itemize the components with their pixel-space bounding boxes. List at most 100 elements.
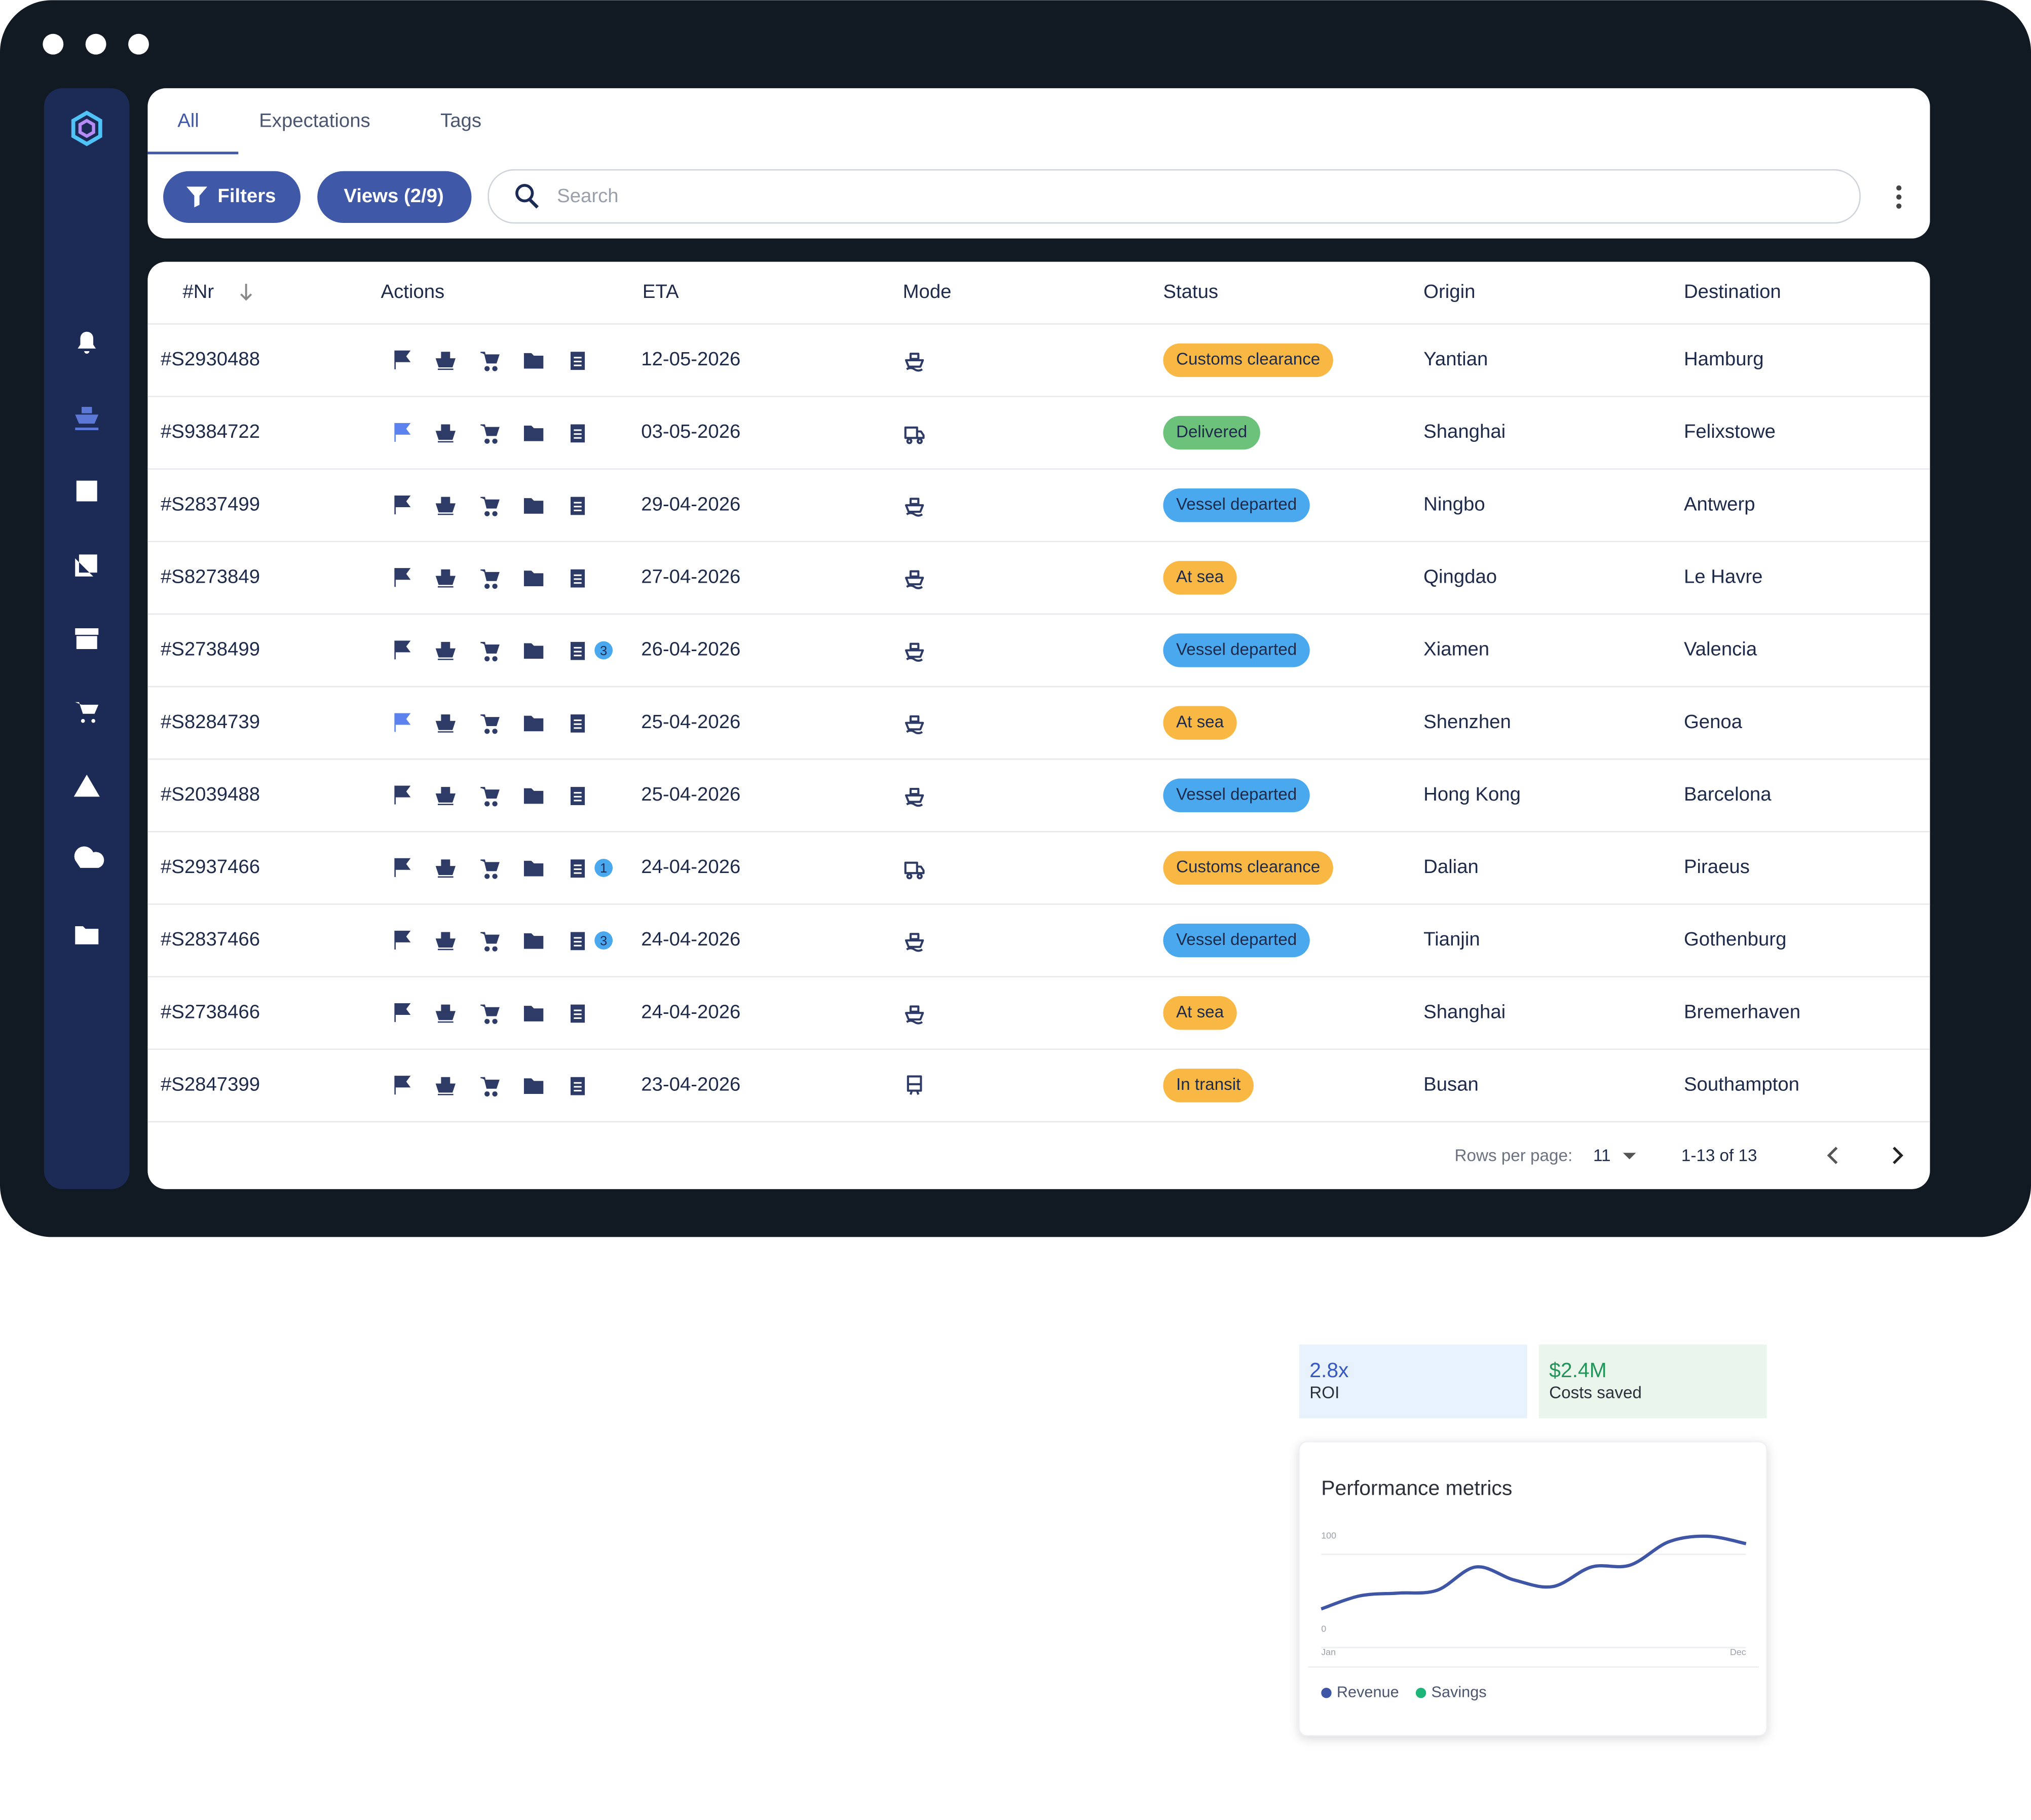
mode-icon-shape (905, 353, 924, 372)
clip-action[interactable] (570, 859, 585, 878)
clip-action[interactable] (570, 352, 585, 370)
tab[interactable]: Tags (440, 110, 481, 132)
flag-action[interactable] (394, 713, 411, 732)
clip-action[interactable] (570, 497, 585, 515)
clip-action[interactable] (570, 569, 585, 588)
badge (594, 931, 613, 950)
ship-action[interactable] (435, 424, 456, 443)
mode-icon-shape (904, 861, 925, 880)
dropdown-caret[interactable] (1623, 1153, 1636, 1160)
shipment-number: #S2837499 (161, 493, 260, 515)
folder-action[interactable] (523, 1078, 544, 1094)
cart-action[interactable] (480, 424, 500, 444)
eta: 25-04-2026 (641, 783, 740, 805)
ship-action[interactable] (435, 859, 456, 878)
flag-action[interactable] (394, 568, 411, 587)
folder-action[interactable] (523, 715, 544, 732)
origin: Ningbo (1423, 493, 1485, 515)
sidebar-icon[interactable] (73, 774, 100, 797)
folder-action[interactable] (523, 571, 544, 586)
clip-action[interactable] (570, 424, 585, 443)
flag-action[interactable] (394, 930, 411, 950)
prev-page[interactable] (1827, 1147, 1838, 1164)
cart-action-shape (480, 641, 500, 662)
flag-action[interactable] (394, 785, 411, 805)
column-header: ETA (643, 281, 679, 302)
sidebar-icon[interactable] (75, 926, 99, 944)
destination: Felixstowe (1684, 421, 1776, 442)
clip-action[interactable] (570, 932, 585, 951)
mode-icon-shape (907, 1075, 922, 1095)
cart-action[interactable] (480, 787, 500, 807)
flag-action[interactable] (394, 350, 411, 369)
flag-action[interactable] (394, 1076, 411, 1095)
flag-action[interactable] (394, 640, 411, 660)
kpi-box (1538, 1344, 1767, 1419)
cart-action[interactable] (480, 932, 500, 952)
ship-action[interactable] (435, 569, 456, 588)
cart-action[interactable] (480, 1004, 500, 1024)
cart-action[interactable] (480, 569, 500, 589)
cart-action[interactable] (480, 714, 500, 734)
destination: Piraeus (1684, 856, 1750, 878)
folder-action[interactable] (523, 498, 544, 514)
flag-action[interactable] (394, 858, 411, 877)
folder-action[interactable] (523, 643, 544, 659)
x-tick-label: Dec (1730, 1647, 1746, 1657)
sidebar-icon[interactable] (75, 628, 99, 649)
tab[interactable]: Expectations (259, 110, 370, 132)
flag-action[interactable] (394, 1003, 411, 1022)
rows-per-page[interactable]: 11 (1593, 1147, 1610, 1165)
folder-action[interactable] (523, 353, 544, 369)
status-pill (1163, 561, 1237, 595)
ship-action[interactable] (435, 641, 456, 660)
cart-action[interactable] (480, 1077, 500, 1096)
clip-action[interactable] (570, 1077, 585, 1095)
folder-action-shape (523, 643, 544, 659)
folder-action[interactable] (523, 788, 544, 804)
ship-action[interactable] (435, 714, 456, 733)
clip-action[interactable] (570, 641, 585, 660)
clip-action[interactable] (570, 1004, 585, 1023)
folder-action[interactable] (523, 1006, 544, 1021)
ship-action-shape (435, 1077, 456, 1095)
cart-action[interactable] (480, 641, 500, 662)
ship-action[interactable] (435, 932, 456, 951)
ship-action[interactable] (435, 352, 456, 370)
folder-action[interactable] (523, 933, 544, 949)
filters-button[interactable] (163, 171, 301, 223)
sidebar-icon[interactable] (75, 554, 97, 577)
sidebar-icon[interactable] (75, 702, 99, 723)
clip-action[interactable] (570, 787, 585, 805)
search-box[interactable] (487, 169, 1861, 224)
folder-action[interactable] (523, 860, 544, 877)
next-page[interactable] (1893, 1147, 1904, 1164)
sidebar-icon[interactable] (76, 480, 97, 502)
folder-action-shape (523, 1006, 544, 1021)
folder-action[interactable] (523, 426, 544, 441)
ship-action-shape (435, 1004, 456, 1023)
more-menu[interactable] (1896, 185, 1902, 209)
ship-action[interactable] (435, 1004, 456, 1023)
ship-action[interactable] (435, 1077, 456, 1095)
ship-action[interactable] (435, 497, 456, 515)
clip-action[interactable] (570, 714, 585, 733)
badge (594, 641, 613, 660)
cart-action[interactable] (480, 352, 500, 371)
sidebar-icon[interactable] (74, 846, 104, 868)
status-label: At sea (1176, 1003, 1224, 1021)
mode-icon (905, 642, 924, 662)
flag-action[interactable] (394, 496, 411, 515)
search-placeholder: Search (557, 185, 618, 207)
destination: Hamburg (1684, 348, 1764, 370)
cart-action-shape (480, 932, 500, 952)
cart-action[interactable] (480, 859, 500, 879)
tab[interactable]: All (177, 110, 199, 132)
cart-action[interactable] (480, 497, 500, 516)
status-pill (1163, 343, 1333, 377)
sidebar-icon[interactable] (75, 406, 99, 430)
ship-action[interactable] (435, 787, 456, 805)
sidebar-icon[interactable] (78, 331, 96, 354)
flag-action[interactable] (394, 423, 411, 442)
views-button[interactable] (317, 171, 472, 223)
